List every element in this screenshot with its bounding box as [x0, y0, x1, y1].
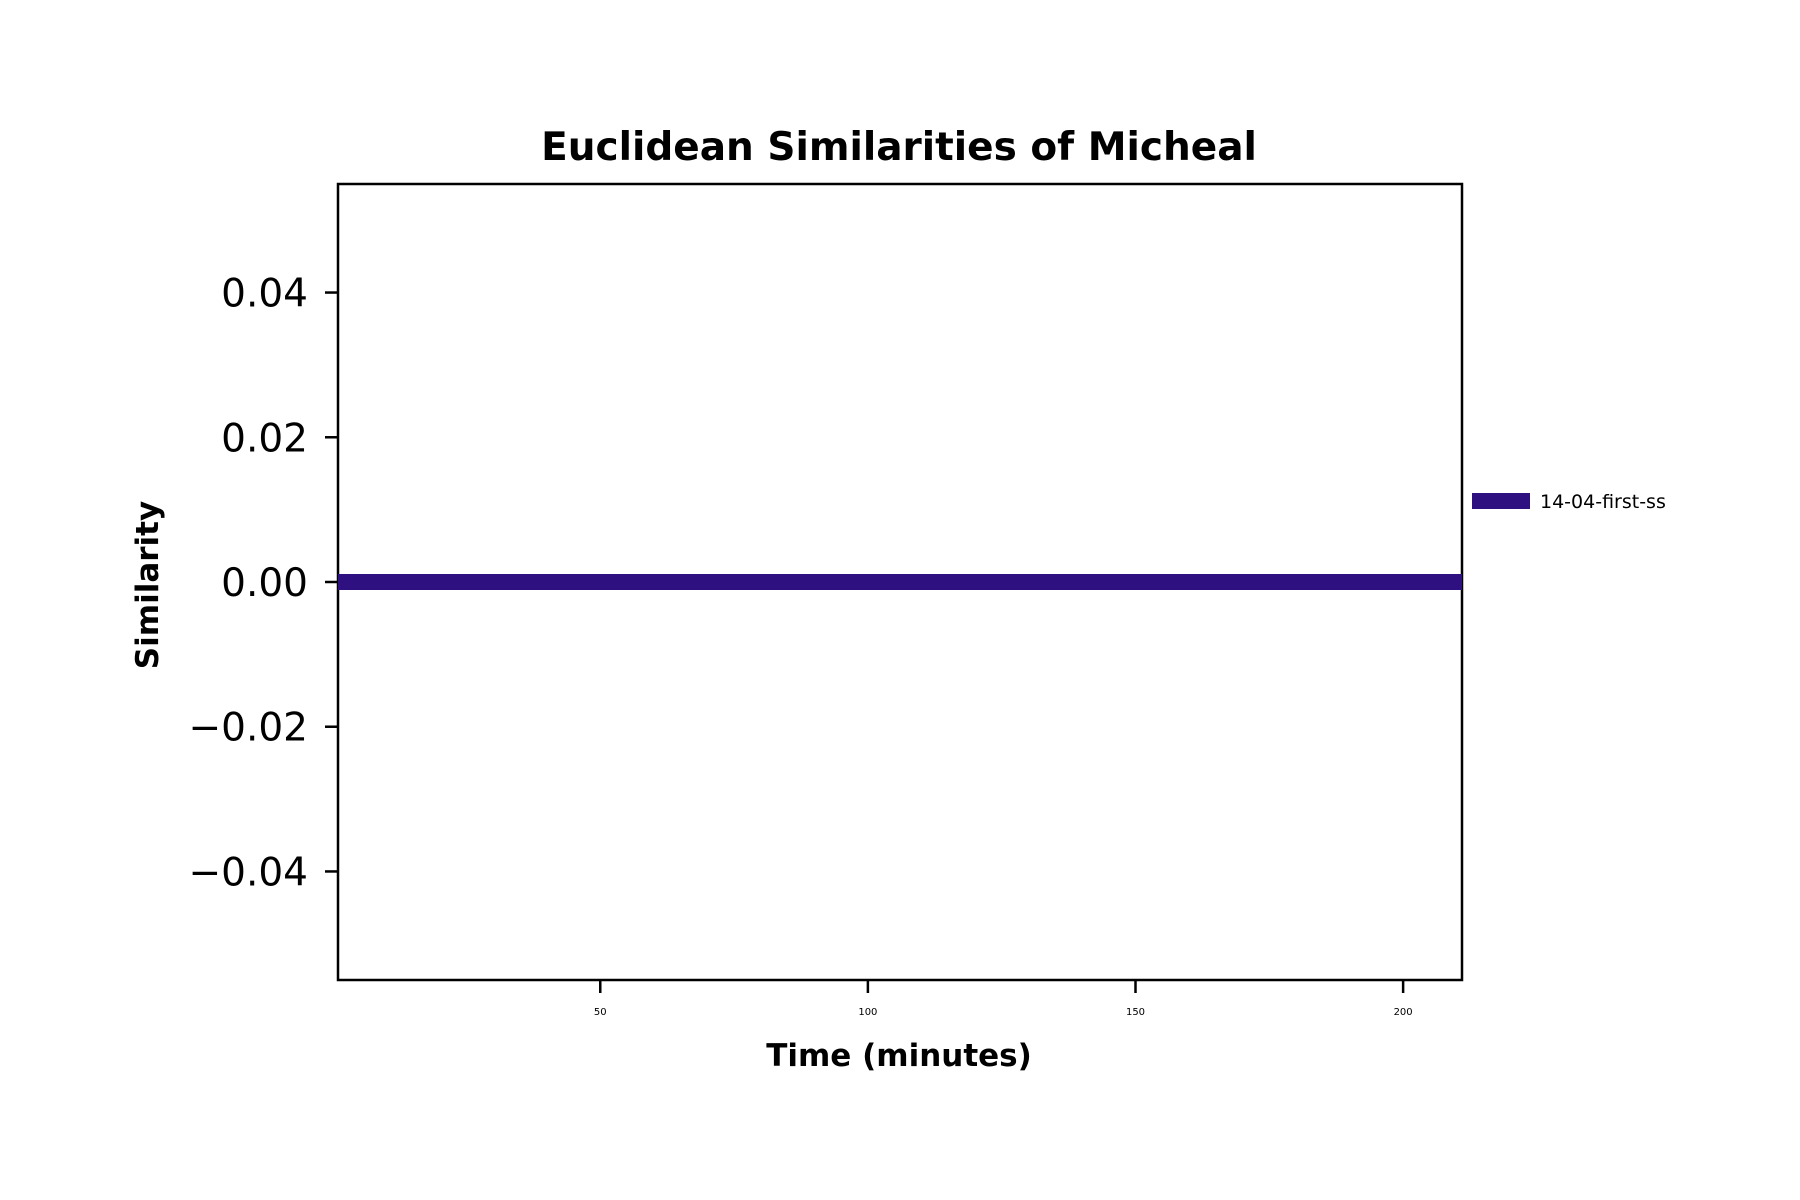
x-axis: 50 100 150 200 [594, 980, 1413, 1018]
chart-title: Euclidean Similarities of Micheal [541, 125, 1257, 170]
x-tick-label: 150 [1126, 1007, 1145, 1018]
y-axis: 0.04 0.02 0.00 −0.02 −0.04 [188, 272, 338, 895]
y-axis-label: Similarity [130, 501, 166, 669]
x-tick-label: 200 [1394, 1007, 1413, 1018]
legend-entry-label: 14-04-first-ss [1540, 491, 1666, 513]
y-tick-label: 0.02 [221, 416, 308, 461]
y-tick-label: −0.02 [188, 706, 308, 751]
x-tick-label: 50 [594, 1007, 607, 1018]
x-tick-label: 100 [858, 1007, 877, 1018]
legend: 14-04-first-ss [1472, 491, 1666, 513]
x-axis-label: Time (minutes) [766, 1038, 1032, 1074]
y-tick-label: 0.00 [221, 561, 308, 606]
y-tick-label: 0.04 [221, 272, 308, 317]
y-tick-label: −0.04 [188, 850, 308, 895]
